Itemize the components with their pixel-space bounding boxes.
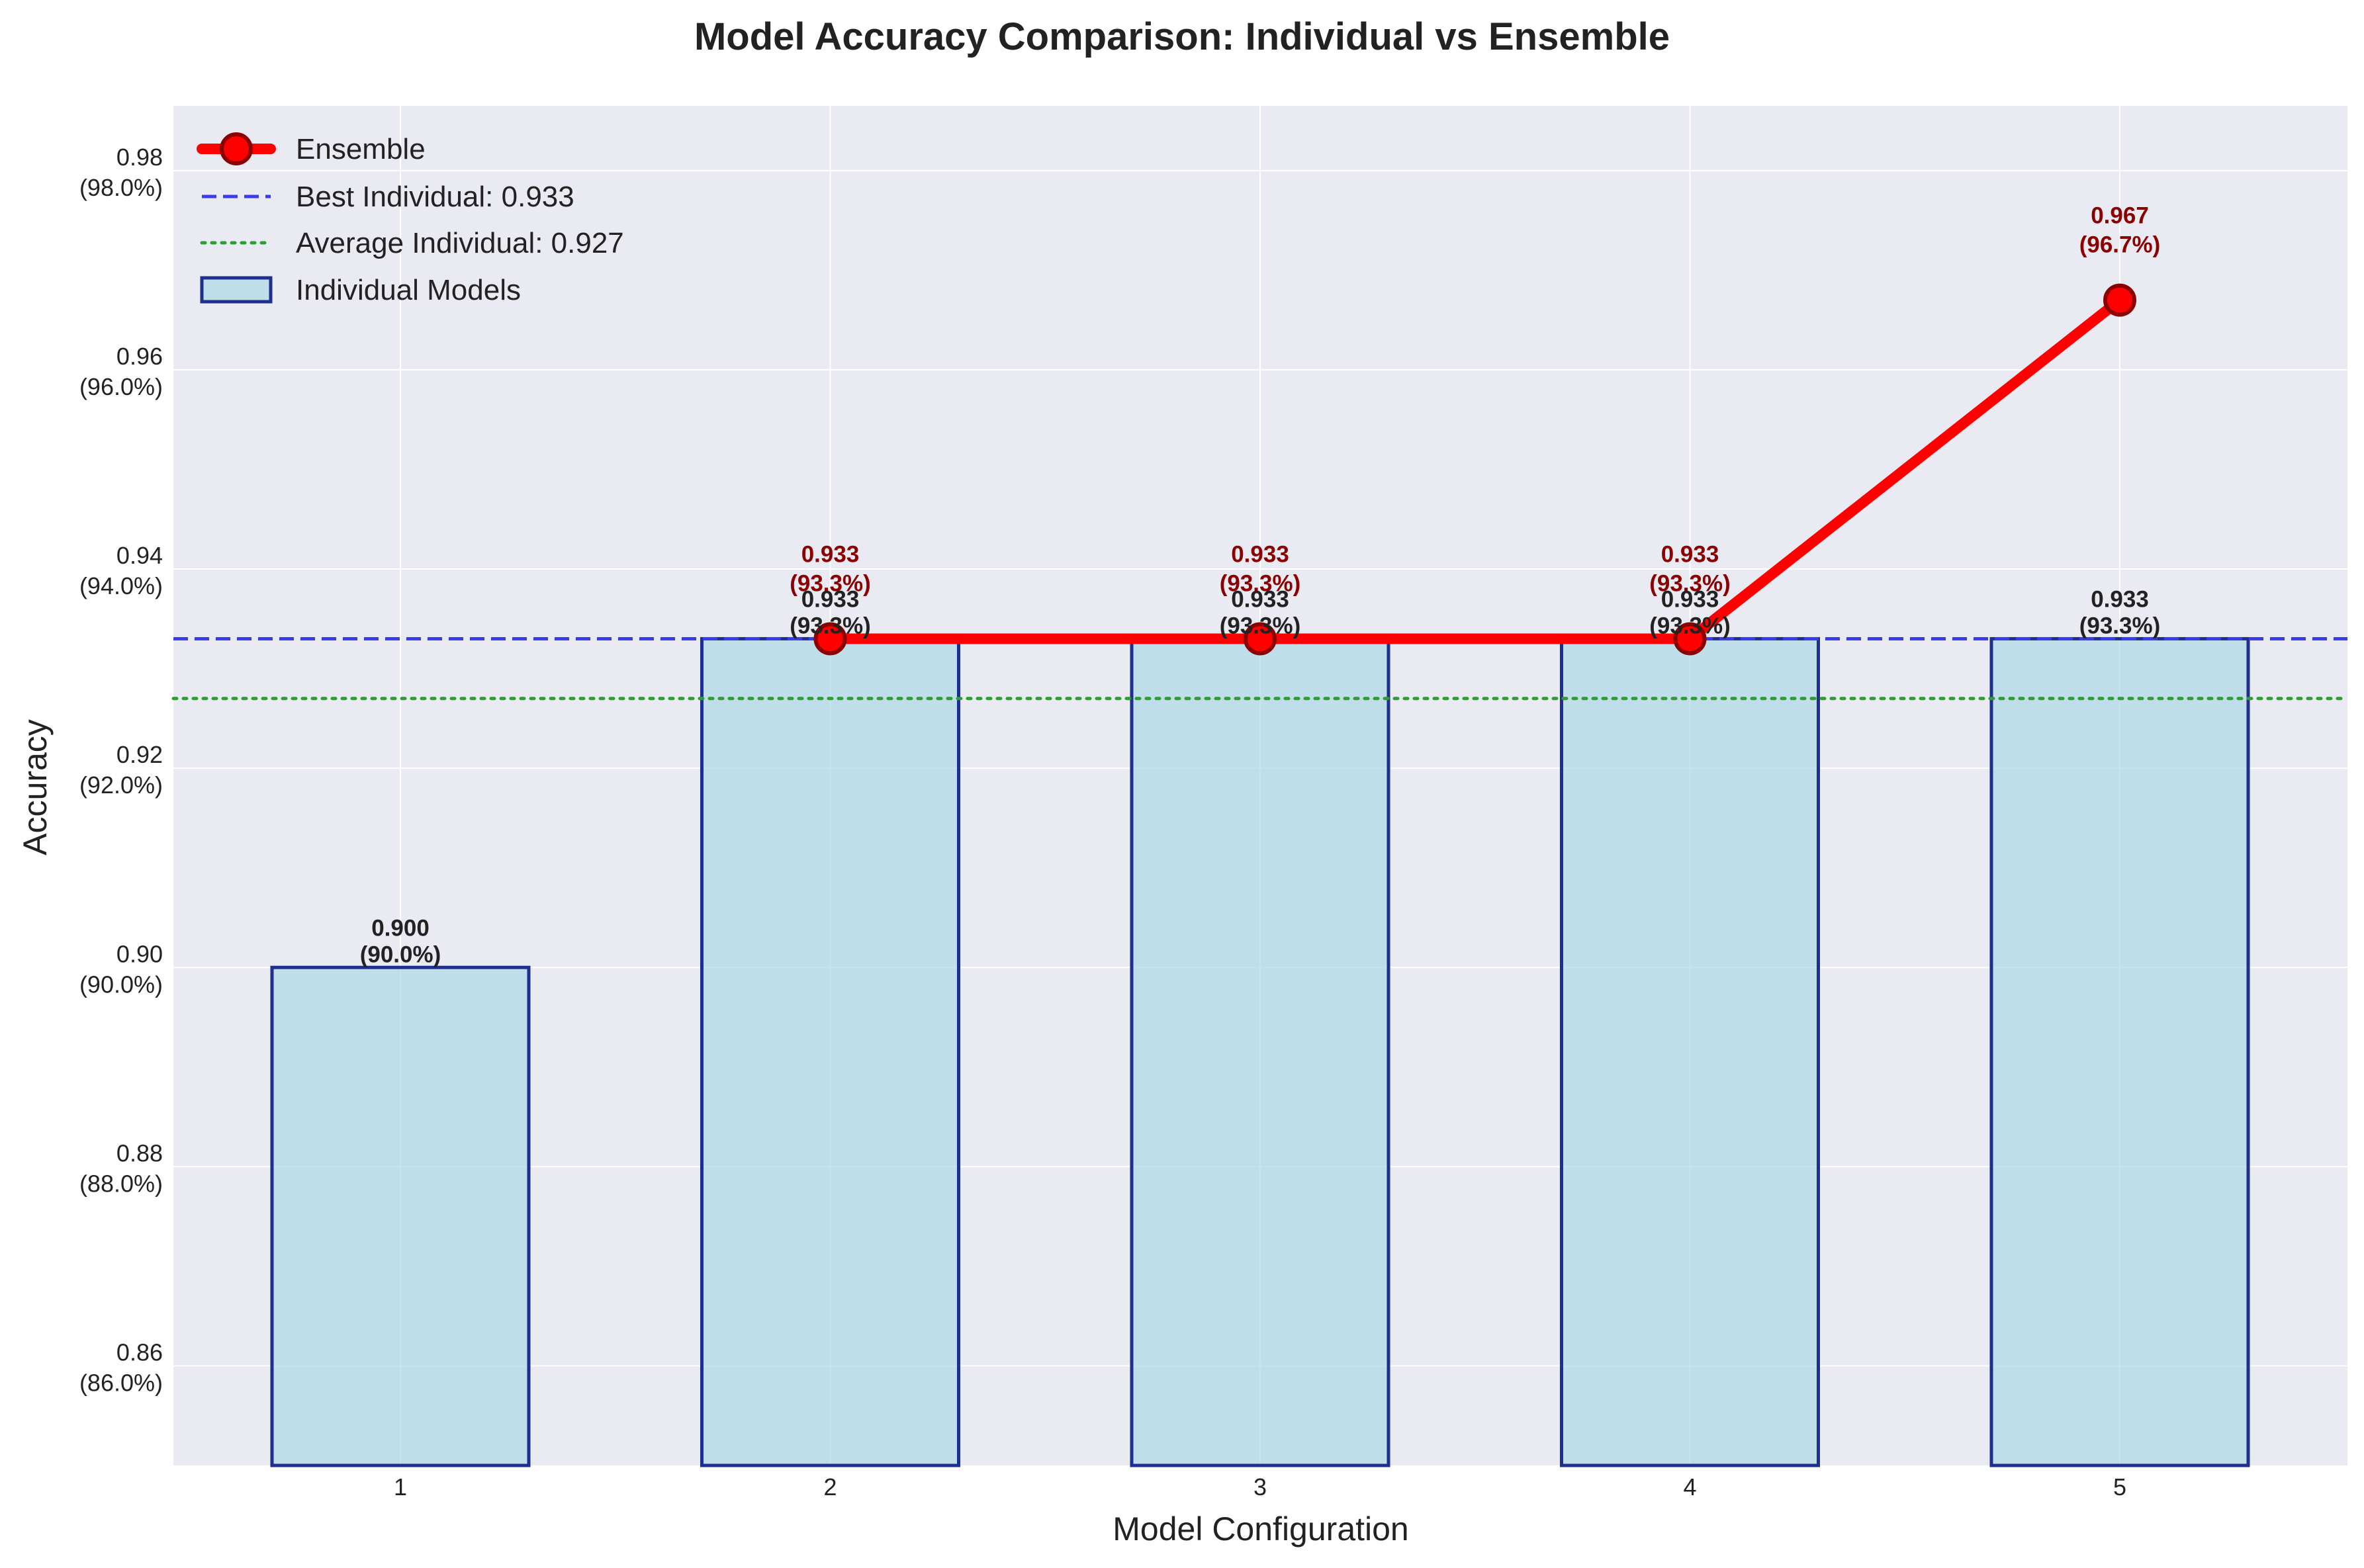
legend-average-label: Average Individual: 0.927	[296, 227, 624, 259]
y-tick-pct-label: (98.0%)	[79, 174, 163, 201]
y-tick-label: 0.96	[116, 343, 163, 370]
y-axis-label: Accuracy	[17, 719, 54, 855]
bars	[270, 636, 2250, 1467]
ensemble-pct-label: (96.7%)	[2079, 232, 2161, 258]
bar	[1989, 636, 2250, 1467]
ensemble-value-label: 0.933	[1231, 541, 1289, 567]
bar-value-label: 0.933	[2091, 586, 2149, 612]
ensemble-line	[813, 283, 2136, 656]
y-tick-label: 0.94	[116, 542, 163, 569]
bar	[1560, 636, 1820, 1467]
y-tick-pct-label: (92.0%)	[79, 771, 163, 799]
ensemble-pct-label: (93.3%)	[790, 570, 871, 596]
chart-title: Model Accuracy Comparison: Individual vs…	[694, 15, 1670, 58]
legend-ensemble-marker	[220, 132, 253, 165]
bar	[700, 636, 960, 1467]
bar-value-label: 0.900	[371, 915, 430, 941]
y-tick-label: 0.88	[116, 1139, 163, 1166]
legend: Ensemble Best Individual: 0.933 Average In…	[197, 132, 624, 306]
x-tick-label: 3	[1253, 1473, 1267, 1501]
x-tick-label: 2	[823, 1473, 837, 1501]
ensemble-point	[813, 622, 847, 656]
y-tick-label: 0.92	[116, 741, 163, 768]
x-tick-label: 5	[2113, 1473, 2126, 1501]
legend-bar-label: Individual Models	[296, 274, 521, 306]
y-tick-label: 0.86	[116, 1338, 163, 1366]
tick-labels: 0.86 (86.0%) 0.88 (88.0%) 0.90 (90.0%) 0.92 (92…	[79, 144, 2126, 1501]
y-tick-pct-label: (88.0%)	[79, 1170, 163, 1197]
ensemble-pct-label: (93.3%)	[1649, 570, 1731, 596]
x-tick-label: 1	[394, 1473, 407, 1501]
bar-pct-label: (90.0%)	[360, 941, 441, 967]
ensemble-value-label: 0.967	[2091, 203, 2149, 229]
y-tick-label: 0.98	[116, 144, 163, 171]
y-tick-pct-label: (90.0%)	[79, 971, 163, 998]
legend-ensemble-label: Ensemble	[296, 133, 426, 165]
ensemble-value-label: 0.933	[1661, 541, 1719, 567]
y-tick-pct-label: (96.0%)	[79, 373, 163, 400]
bar	[270, 965, 531, 1467]
y-tick-pct-label: (86.0%)	[79, 1369, 163, 1396]
ensemble-point	[2103, 283, 2136, 317]
bar-pct-label: (93.3%)	[790, 613, 871, 638]
bar-value-label: 0.933	[1231, 586, 1289, 612]
ensemble-point	[1673, 622, 1707, 656]
ensemble-value-label: 0.933	[801, 541, 860, 567]
x-axis-label: Model Configuration	[1113, 1510, 1409, 1547]
y-tick-pct-label: (94.0%)	[79, 572, 163, 599]
bar-pct-label: (93.3%)	[1649, 613, 1731, 638]
bar-pct-label: (93.3%)	[1220, 613, 1301, 638]
data-labels: 0.900(90.0%)0.933(93.3%)0.933(93.3%)0.93…	[360, 203, 2161, 968]
y-tick-label: 0.90	[116, 940, 163, 967]
bar	[1130, 636, 1390, 1467]
x-tick-label: 4	[1683, 1473, 1696, 1501]
bar-pct-label: (93.3%)	[2079, 613, 2161, 638]
ensemble-pct-label: (93.3%)	[1220, 570, 1301, 596]
bar-value-label: 0.933	[1661, 586, 1719, 612]
legend-best-label: Best Individual: 0.933	[296, 181, 574, 213]
ensemble-point	[1244, 622, 1277, 656]
ensemble-line-path	[825, 294, 2125, 644]
legend-bar-swatch	[200, 276, 273, 304]
bar-value-label: 0.933	[801, 586, 860, 612]
